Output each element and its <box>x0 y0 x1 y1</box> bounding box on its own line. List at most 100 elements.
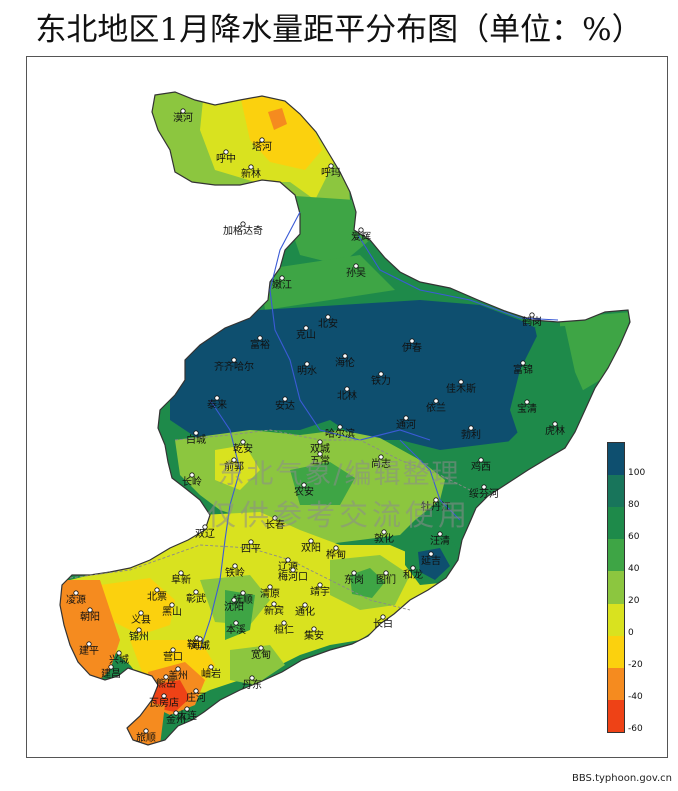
source-credit: BBS.typhoon.gov.cn <box>572 773 672 784</box>
station-label: 乾安 <box>233 442 253 455</box>
station-marker: 长岭 <box>182 472 202 488</box>
station-label: 敦化 <box>374 532 394 545</box>
station-marker: 富裕 <box>250 335 270 351</box>
station-marker: 宽甸 <box>251 645 271 661</box>
legend-swatch <box>608 507 624 540</box>
station-marker: 朝阳 <box>80 607 100 623</box>
station-marker: 庄河 <box>186 688 206 704</box>
station-label: 富锦 <box>513 363 533 376</box>
station-label: 新林 <box>241 167 261 180</box>
station-marker: 伊春 <box>402 338 422 354</box>
station-marker: 绥芬河 <box>469 484 499 500</box>
station-label: 哈尔滨 <box>325 427 355 440</box>
station-marker: 建平 <box>79 641 99 657</box>
station-dot <box>193 430 199 436</box>
station-marker: 乾安 <box>233 439 253 455</box>
legend-swatch <box>608 475 624 508</box>
station-marker: 鸡西 <box>471 457 491 473</box>
station-dot <box>240 590 246 596</box>
station-label: 尚志 <box>371 457 391 470</box>
station-dot <box>317 582 323 588</box>
legend-tick-label: 0 <box>628 628 634 638</box>
station-marker: 北安 <box>318 314 338 330</box>
station-dot <box>259 137 265 143</box>
station-label: 海城 <box>190 639 210 652</box>
station-label: 铁力 <box>371 374 391 387</box>
station-dot <box>529 312 535 318</box>
station-label: 海伦 <box>335 356 355 369</box>
station-label: 漠河 <box>173 112 193 124</box>
station-label: 锦州 <box>129 630 149 643</box>
station-dot <box>380 614 386 620</box>
station-dot <box>325 314 331 320</box>
station-label: 鹤岗 <box>522 315 542 328</box>
station-dot <box>231 597 237 603</box>
legend-swatch <box>608 699 624 732</box>
station-label: 本溪 <box>226 623 246 636</box>
station-marker: 加格达奇 <box>223 221 263 237</box>
station-dot <box>409 338 415 344</box>
station-label: 大连 <box>177 709 197 722</box>
station-label: 嫩江 <box>272 278 292 291</box>
station-dot <box>285 557 291 563</box>
station-marker: 熊岳 <box>156 674 176 690</box>
station-dot <box>138 610 144 616</box>
station-dot <box>232 563 238 569</box>
station-dot <box>378 371 384 377</box>
station-marker: 抚顺 <box>233 590 253 606</box>
station-dot <box>193 589 199 595</box>
station-marker: 阜新 <box>171 570 191 586</box>
station-dot <box>271 601 277 607</box>
station-dot <box>178 570 184 576</box>
station-label: 朝阳 <box>80 611 100 623</box>
station-dot <box>180 108 186 114</box>
station-label: 通化 <box>295 605 315 618</box>
station-marker: 清原 <box>260 584 280 600</box>
station-label: 明水 <box>297 365 317 377</box>
station-label: 北安 <box>318 317 338 330</box>
station-label: 齐齐哈尔 <box>214 360 254 373</box>
station-label: 和龙 <box>403 568 423 581</box>
station-marker: 凌源 <box>66 590 86 606</box>
station-dot <box>240 221 246 227</box>
station-marker: 沈阳 <box>224 597 244 613</box>
river-lines <box>199 211 559 651</box>
station-marker: 岫岩 <box>201 664 221 680</box>
station-label: 绥芬河 <box>469 488 499 500</box>
station-label: 五常 <box>310 454 330 467</box>
station-marker: 大连 <box>177 706 197 722</box>
station-label: 鸡西 <box>471 460 491 473</box>
station-marker: 爱辉 <box>351 227 371 243</box>
station-label: 通河 <box>396 419 416 431</box>
watermark-line-1: 东北气象/编辑整理 <box>217 459 461 490</box>
station-label: 虎林 <box>545 424 565 437</box>
station-dot <box>73 590 79 596</box>
station-marker: 敦化 <box>374 529 394 545</box>
station-dot <box>231 357 237 363</box>
station-label: 塔河 <box>252 140 272 153</box>
station-dot <box>303 325 309 331</box>
station-dot <box>524 399 530 405</box>
station-dot <box>378 454 384 460</box>
station-dot <box>317 439 323 445</box>
legend-tick-label: 100 <box>628 468 646 478</box>
station-label: 铁岭 <box>225 566 245 579</box>
station-dot <box>136 627 142 633</box>
station-dot <box>163 674 169 680</box>
station-label: 梅河口 <box>278 570 308 583</box>
station-dot <box>328 163 334 169</box>
station-dot <box>116 650 122 656</box>
station-label: 新宾 <box>264 604 284 617</box>
map-title: 东北地区1月降水量距平分布图（单位：%） <box>35 12 643 48</box>
station-dot <box>258 645 264 651</box>
station-label: 农安 <box>294 485 314 498</box>
station-dot <box>481 484 487 490</box>
station-marker: 通化 <box>295 602 315 618</box>
station-label: 前郭 <box>224 460 244 473</box>
station-dot <box>344 386 350 392</box>
station-dot <box>173 710 179 716</box>
station-marker: 四平 <box>241 539 261 555</box>
station-dot <box>311 626 317 632</box>
station-dot <box>197 636 203 642</box>
